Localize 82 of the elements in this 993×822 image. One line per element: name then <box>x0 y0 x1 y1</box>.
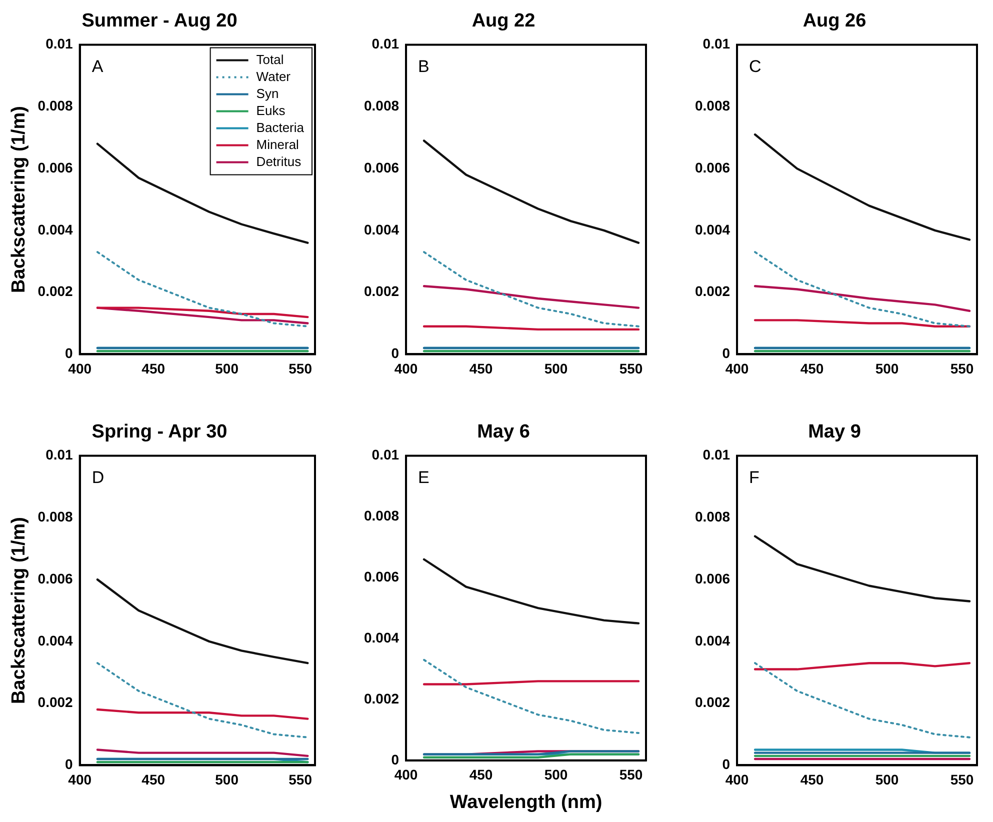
legend-label: Water <box>256 68 292 84</box>
chart-title: Summer - Aug 20 <box>82 10 238 32</box>
x-tick-label: 450 <box>142 771 166 788</box>
y-tick-label: 0 <box>722 756 730 772</box>
y-axis-title: Backscattering (1/m) <box>8 106 30 293</box>
legend-label: Detritus <box>256 154 302 169</box>
y-tick-label: 0.002 <box>38 694 74 710</box>
y-tick-label: 0.006 <box>694 159 730 176</box>
x-tick-label: 500 <box>215 360 239 376</box>
x-tick-label: 400 <box>68 360 92 376</box>
y-tick-label: 0.008 <box>364 508 400 524</box>
x-tick-label: 400 <box>394 360 418 376</box>
y-tick-label: 0.004 <box>364 629 400 646</box>
chart-title: Aug 26 <box>802 10 866 32</box>
y-tick-label: 0 <box>65 756 74 772</box>
x-tick-label: 450 <box>469 766 493 783</box>
y-tick-label: 0.004 <box>38 221 74 238</box>
y-tick-label: 0.002 <box>694 694 730 710</box>
x-tick-label: 450 <box>142 360 166 376</box>
annotation: E <box>418 468 430 487</box>
y-tick-label: 0.008 <box>694 98 730 114</box>
y-tick-label: 0.008 <box>38 508 74 525</box>
x-tick-label: 450 <box>800 360 824 376</box>
y-tick-label: 0.008 <box>694 508 730 525</box>
annotation: F <box>749 468 760 487</box>
y-tick-label: 0.002 <box>694 283 730 300</box>
chart-title: Spring - Apr 30 <box>92 422 228 443</box>
y-tick-label: 0.008 <box>364 98 400 114</box>
x-tick-label: 450 <box>469 360 493 376</box>
x-tick-label: 400 <box>394 766 418 783</box>
legend-label: Euks <box>256 102 286 118</box>
x-tick-label: 550 <box>950 360 974 376</box>
x-tick-label: 500 <box>875 360 899 376</box>
y-tick-label: 0 <box>391 345 400 362</box>
x-tick-label: 500 <box>544 360 568 376</box>
y-tick-label: 0.006 <box>694 570 730 586</box>
x-tick-label: 550 <box>619 766 643 783</box>
annotation: B <box>418 56 430 76</box>
y-axis-title: Backscattering (1/m) <box>8 517 30 704</box>
y-tick-label: 0.006 <box>38 570 74 586</box>
y-tick-label: 0.002 <box>364 690 400 706</box>
chart-title: Aug 22 <box>472 10 536 32</box>
y-tick-label: 0.01 <box>372 446 400 463</box>
x-tick-label: 550 <box>288 360 312 376</box>
x-tick-label: 400 <box>68 771 92 788</box>
legend-label: Total <box>256 52 284 67</box>
y-tick-label: 0.01 <box>372 36 400 52</box>
x-tick-label: 550 <box>619 360 643 376</box>
y-tick-label: 0.006 <box>364 159 400 176</box>
y-tick-label: 0.01 <box>46 36 74 52</box>
y-tick-label: 0.006 <box>38 159 74 176</box>
x-axis-title: Wavelength (nm) <box>450 792 602 813</box>
chart-title: May 9 <box>808 422 861 443</box>
y-tick-label: 0.002 <box>38 283 74 300</box>
annotation: D <box>92 468 104 487</box>
y-tick-label: 0 <box>391 751 400 768</box>
x-tick-label: 500 <box>544 766 568 783</box>
y-tick-label: 0.004 <box>38 632 74 648</box>
y-tick-label: 0.008 <box>38 98 74 114</box>
y-tick-label: 0.01 <box>702 446 730 463</box>
y-tick-label: 0.004 <box>694 632 730 648</box>
y-tick-label: 0 <box>65 345 74 362</box>
x-tick-label: 450 <box>800 771 824 788</box>
y-tick-label: 0.002 <box>364 283 400 300</box>
y-tick-label: 0.01 <box>46 446 74 463</box>
annotation: C <box>749 56 762 76</box>
x-tick-label: 500 <box>875 771 899 788</box>
legend-label: Bacteria <box>256 120 305 135</box>
x-tick-label: 400 <box>725 360 749 376</box>
y-tick-label: 0.004 <box>364 221 400 238</box>
x-tick-label: 400 <box>725 771 749 788</box>
x-tick-label: 500 <box>215 771 239 788</box>
x-tick-label: 550 <box>950 771 974 788</box>
chart-title: May 6 <box>477 422 530 443</box>
y-tick-label: 0.01 <box>702 36 730 52</box>
legend-label: Syn <box>256 86 279 101</box>
y-tick-label: 0 <box>722 345 730 362</box>
y-tick-label: 0.004 <box>694 221 730 238</box>
legend-label: Mineral <box>256 136 300 152</box>
annotation: A <box>92 56 104 76</box>
y-tick-label: 0.006 <box>364 568 400 584</box>
x-tick-label: 550 <box>288 771 312 788</box>
